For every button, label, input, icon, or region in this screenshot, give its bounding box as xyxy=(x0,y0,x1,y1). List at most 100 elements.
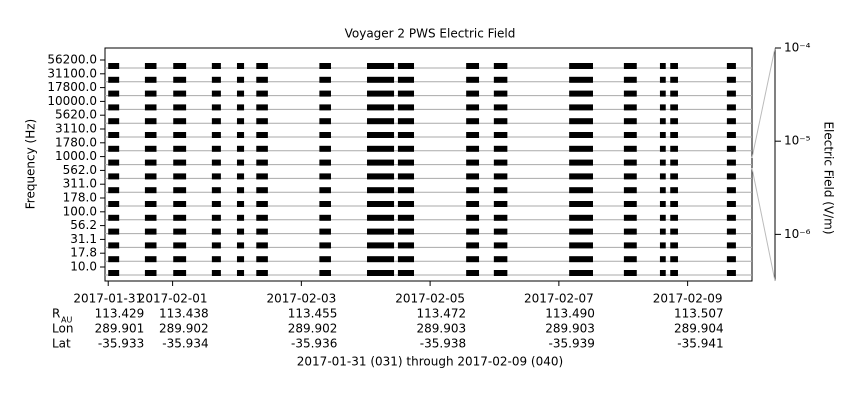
data-block xyxy=(319,76,331,83)
data-block xyxy=(623,214,637,221)
ephemeris-value: 289.902 xyxy=(288,322,338,336)
data-block xyxy=(623,270,637,276)
data-block xyxy=(466,76,480,83)
data-block xyxy=(236,228,245,235)
data-block xyxy=(466,104,480,111)
data-block xyxy=(670,63,678,69)
data-block xyxy=(493,145,508,152)
data-block xyxy=(236,173,245,180)
chart-title: Voyager 2 PWS Electric Field xyxy=(345,27,516,41)
data-block xyxy=(108,214,120,221)
data-block xyxy=(211,201,221,207)
data-block xyxy=(256,187,268,194)
data-block xyxy=(319,256,331,263)
data-block xyxy=(493,242,508,249)
data-block xyxy=(367,242,395,249)
data-block xyxy=(670,228,678,235)
data-block xyxy=(173,118,187,125)
data-block xyxy=(108,104,120,111)
data-block xyxy=(144,76,157,83)
data-block xyxy=(256,270,268,276)
data-block xyxy=(670,256,678,263)
data-block xyxy=(493,90,508,97)
data-block xyxy=(236,118,245,125)
data-block xyxy=(211,76,221,83)
data-block xyxy=(670,104,678,111)
data-block xyxy=(726,104,736,111)
data-block xyxy=(623,145,637,152)
ephemeris-label: R xyxy=(52,307,60,321)
data-block xyxy=(659,228,666,235)
data-block xyxy=(256,228,268,235)
x-tick-label: 2017-02-05 xyxy=(395,292,465,306)
data-block xyxy=(623,242,637,249)
data-block xyxy=(493,76,508,83)
data-block xyxy=(466,145,480,152)
data-block xyxy=(569,90,593,97)
data-block xyxy=(211,256,221,263)
data-block xyxy=(569,201,593,207)
data-block xyxy=(236,90,245,97)
data-block xyxy=(397,118,415,125)
data-block xyxy=(173,76,187,83)
colorbar-connector xyxy=(751,167,776,282)
data-block xyxy=(211,104,221,111)
data-block xyxy=(256,145,268,152)
data-block xyxy=(236,63,245,69)
data-block xyxy=(173,173,187,180)
data-block xyxy=(256,173,268,180)
data-block xyxy=(726,76,736,83)
ephemeris-value: -35.939 xyxy=(549,337,595,351)
data-block xyxy=(319,159,331,166)
data-block xyxy=(493,118,508,125)
data-block xyxy=(726,187,736,194)
data-block xyxy=(493,228,508,235)
data-block xyxy=(173,242,187,249)
data-block xyxy=(173,159,187,166)
data-block xyxy=(397,228,415,235)
data-block xyxy=(726,90,736,97)
data-block xyxy=(659,90,666,97)
data-block xyxy=(659,187,666,194)
data-block xyxy=(726,256,736,263)
data-block xyxy=(367,270,395,276)
data-block xyxy=(173,256,187,263)
data-block xyxy=(319,201,331,207)
data-block xyxy=(256,201,268,207)
data-block xyxy=(397,187,415,194)
data-block xyxy=(623,90,637,97)
data-block xyxy=(173,270,187,276)
data-block xyxy=(236,145,245,152)
data-block xyxy=(569,242,593,249)
ephemeris-label: Lon xyxy=(52,322,73,336)
data-block xyxy=(367,173,395,180)
data-block xyxy=(466,159,480,166)
data-block xyxy=(236,270,245,276)
data-block xyxy=(397,104,415,111)
data-block xyxy=(319,132,331,138)
data-block xyxy=(236,76,245,83)
ephemeris-value: -35.936 xyxy=(291,337,337,351)
data-block xyxy=(108,90,120,97)
data-block xyxy=(466,173,480,180)
data-block xyxy=(726,201,736,207)
data-block xyxy=(623,159,637,166)
data-block xyxy=(623,228,637,235)
data-block xyxy=(108,187,120,194)
data-block xyxy=(623,187,637,194)
data-block xyxy=(493,63,508,69)
y-tick-label: 17800.0 xyxy=(47,80,97,94)
data-block xyxy=(659,201,666,207)
data-block xyxy=(319,270,331,276)
y-tick-label: 178.0 xyxy=(63,191,97,205)
data-block xyxy=(397,270,415,276)
data-block xyxy=(236,214,245,221)
ephemeris-value: -35.933 xyxy=(98,337,144,351)
data-block xyxy=(319,118,331,125)
data-block xyxy=(144,201,157,207)
data-block xyxy=(569,173,593,180)
data-block xyxy=(211,63,221,69)
data-block xyxy=(397,159,415,166)
data-block xyxy=(144,256,157,263)
data-block xyxy=(319,214,331,221)
